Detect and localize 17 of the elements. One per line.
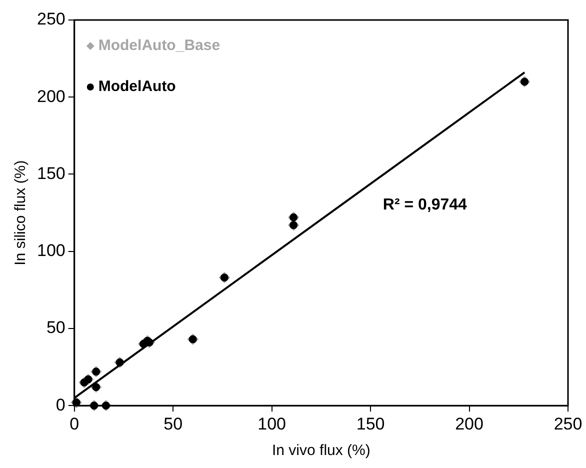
y-tick-label: 100 — [36, 241, 66, 260]
x-tick-label: 50 — [164, 414, 183, 434]
y-axis-title: In silico flux (%) — [12, 160, 30, 266]
y-tick-label: 0 — [56, 395, 66, 414]
legend-label: ModelAuto — [98, 78, 176, 96]
x-tick-label: 200 — [455, 414, 484, 434]
legend-label: ModelAuto_Base — [98, 37, 220, 54]
x-tick-label: 250 — [554, 414, 582, 434]
x-tick-label: 0 — [70, 414, 80, 434]
x-tick-label: 100 — [258, 414, 286, 434]
y-tick-label: 200 — [36, 86, 66, 106]
x-tick-label: 150 — [356, 414, 385, 434]
y-tick-label: 50 — [46, 318, 66, 338]
y-tick-label: 250 — [36, 10, 66, 29]
annotation: R² = 0,9744 — [382, 196, 468, 214]
y-tick-label: 150 — [36, 164, 66, 183]
x-axis-title: In vivo flux (%) — [272, 442, 370, 460]
